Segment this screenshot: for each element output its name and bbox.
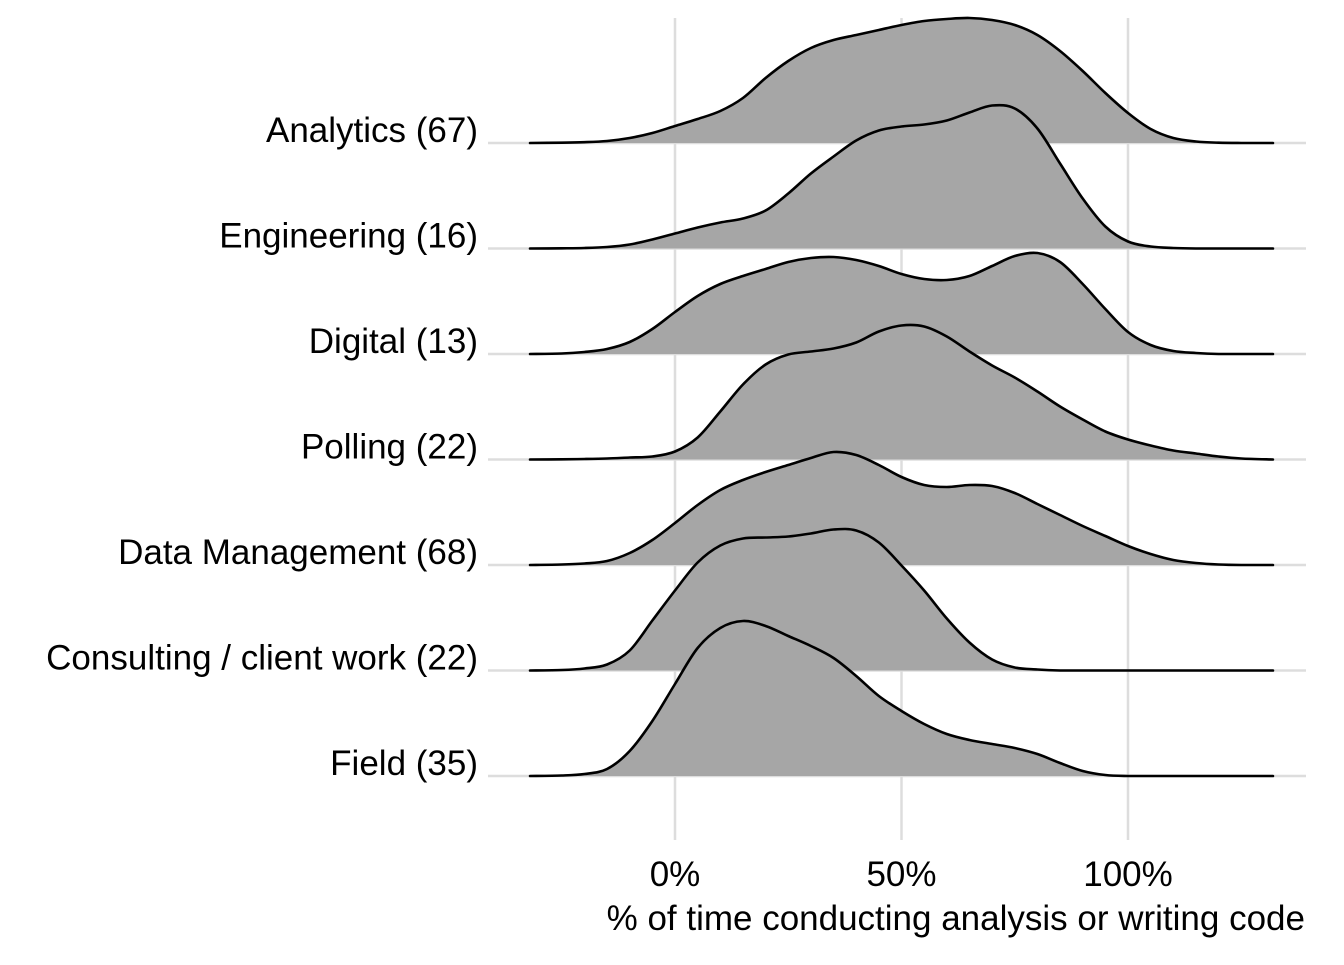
label-layer: Analytics (67) Engineering (16) Digital (1… — [46, 111, 478, 783]
x-tick-label: 50% — [866, 855, 936, 894]
ridge-series — [528, 103, 1275, 250]
ridge-outline — [528, 619, 1275, 778]
ridge-fill — [530, 252, 1273, 354]
ridge-series — [528, 323, 1275, 461]
ridge-series — [528, 251, 1275, 356]
ridge-category-label: Digital (13) — [309, 322, 478, 361]
x-tick-label: 0% — [650, 855, 701, 894]
x-tick-label: 100% — [1083, 855, 1173, 894]
ridge-category-label: Polling (22) — [301, 428, 478, 467]
ridge-series — [528, 16, 1275, 145]
ridge-outline — [528, 103, 1275, 250]
ridge-fill — [530, 105, 1273, 249]
ridge-series — [528, 450, 1275, 567]
ridge-outline — [528, 16, 1275, 145]
ridge-outline — [528, 450, 1275, 567]
ridge-category-label: Engineering (16) — [219, 217, 478, 256]
ridge-category-label: Field (35) — [330, 744, 478, 783]
ridge-outline — [528, 323, 1275, 461]
ridge-fill — [530, 451, 1273, 565]
ridge-series — [528, 619, 1275, 778]
ridge-fill — [530, 324, 1273, 460]
ridge-category-label: Data Management (68) — [118, 533, 478, 572]
ridge-outline — [528, 251, 1275, 356]
ridge-layer — [528, 16, 1275, 778]
ridge-category-label: Analytics (67) — [266, 111, 478, 150]
ridge-fill — [530, 17, 1273, 144]
x-axis-title: % of time conducting analysis or writing… — [607, 899, 1305, 938]
ridge-outline — [528, 527, 1275, 672]
ridge-category-label: Consulting / client work (22) — [46, 639, 478, 678]
ridge-fill — [530, 620, 1273, 776]
x-tick-layer: 0% 50% 100% — [650, 855, 1173, 894]
